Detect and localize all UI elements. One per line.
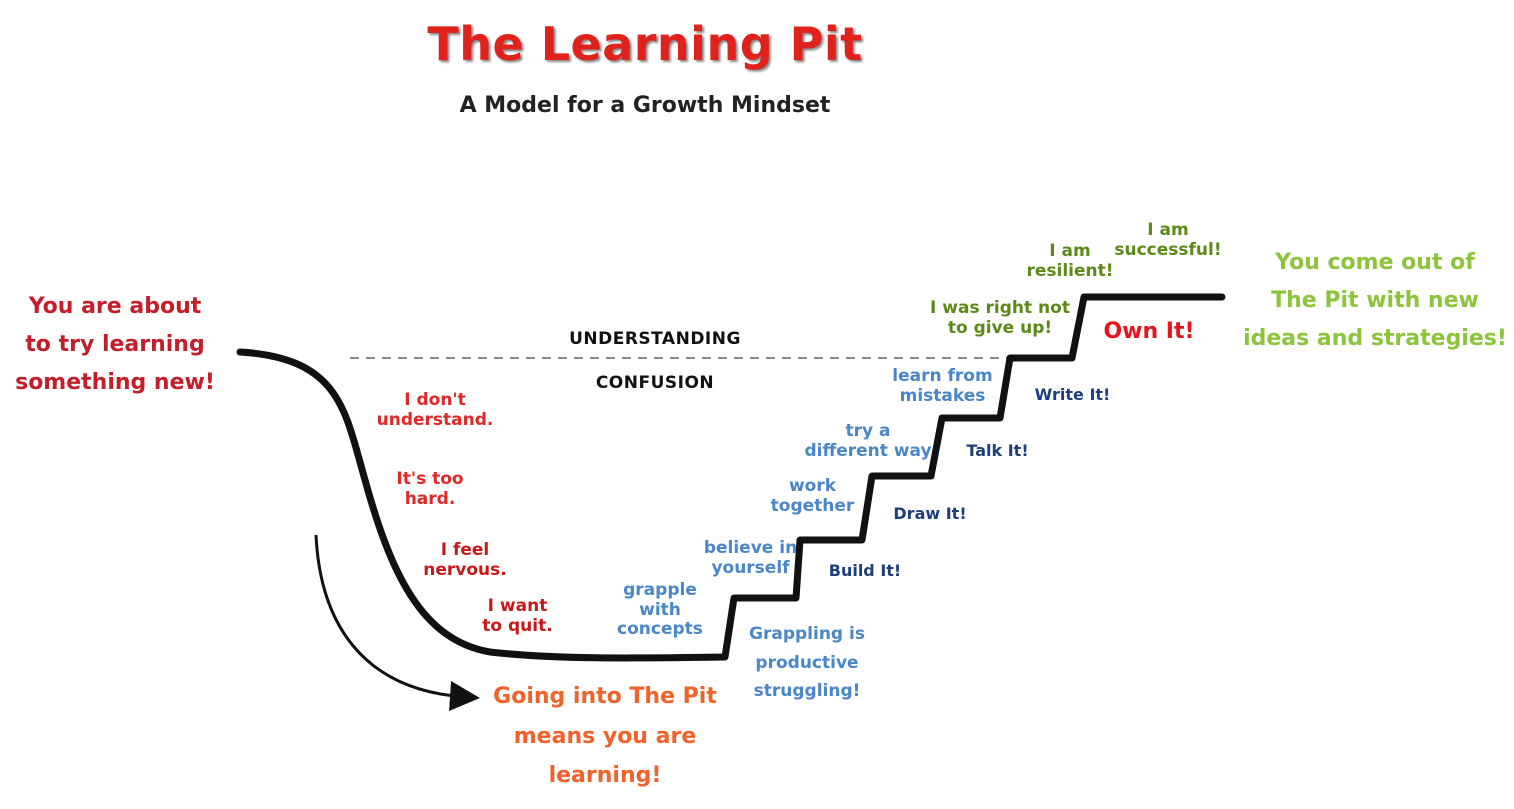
thought-nervous: I feel nervous.	[423, 540, 507, 580]
step-work-together: work together	[770, 476, 855, 516]
confusion-label: CONFUSION	[595, 373, 715, 393]
diagram-subtitle: A Model for a Growth Mindset	[459, 93, 831, 118]
step-learn-mistakes: learn from mistakes	[892, 366, 993, 406]
understanding-label: UNDERSTANDING	[569, 329, 741, 349]
step-successful: I am successful!	[1114, 220, 1222, 260]
action-draw-it: Draw It!	[893, 504, 967, 523]
end-text: You come out of The Pit with new ideas and…	[1243, 250, 1507, 351]
step-resilient: I am resilient!	[1026, 241, 1114, 281]
start-text: You are about to try learning something ne…	[15, 294, 215, 395]
step-believe: believe in yourself	[703, 538, 798, 578]
diagram-title: The Learning Pit	[427, 17, 863, 71]
action-talk-it: Talk It!	[966, 441, 1029, 460]
pit-text: Going into The Pit means you are learning!	[493, 684, 717, 789]
step-different-way: try a different way	[804, 421, 932, 461]
thought-dont-understand: I don't understand.	[376, 390, 494, 430]
struggle-note: Grappling is productive struggling!	[749, 624, 865, 702]
action-own-it: Own It!	[1103, 319, 1195, 344]
step-grapple: grapple with concepts	[617, 580, 703, 640]
thought-quit: I want to quit.	[482, 596, 553, 636]
pit-path	[236, 293, 1226, 662]
into-pit-arrow	[314, 534, 480, 711]
action-write-it: Write It!	[1034, 385, 1111, 404]
thought-too-hard: It's too hard.	[396, 469, 464, 509]
action-build-it: Build It!	[828, 561, 902, 580]
step-right-not-give-up: I was right not to give up!	[930, 298, 1070, 338]
